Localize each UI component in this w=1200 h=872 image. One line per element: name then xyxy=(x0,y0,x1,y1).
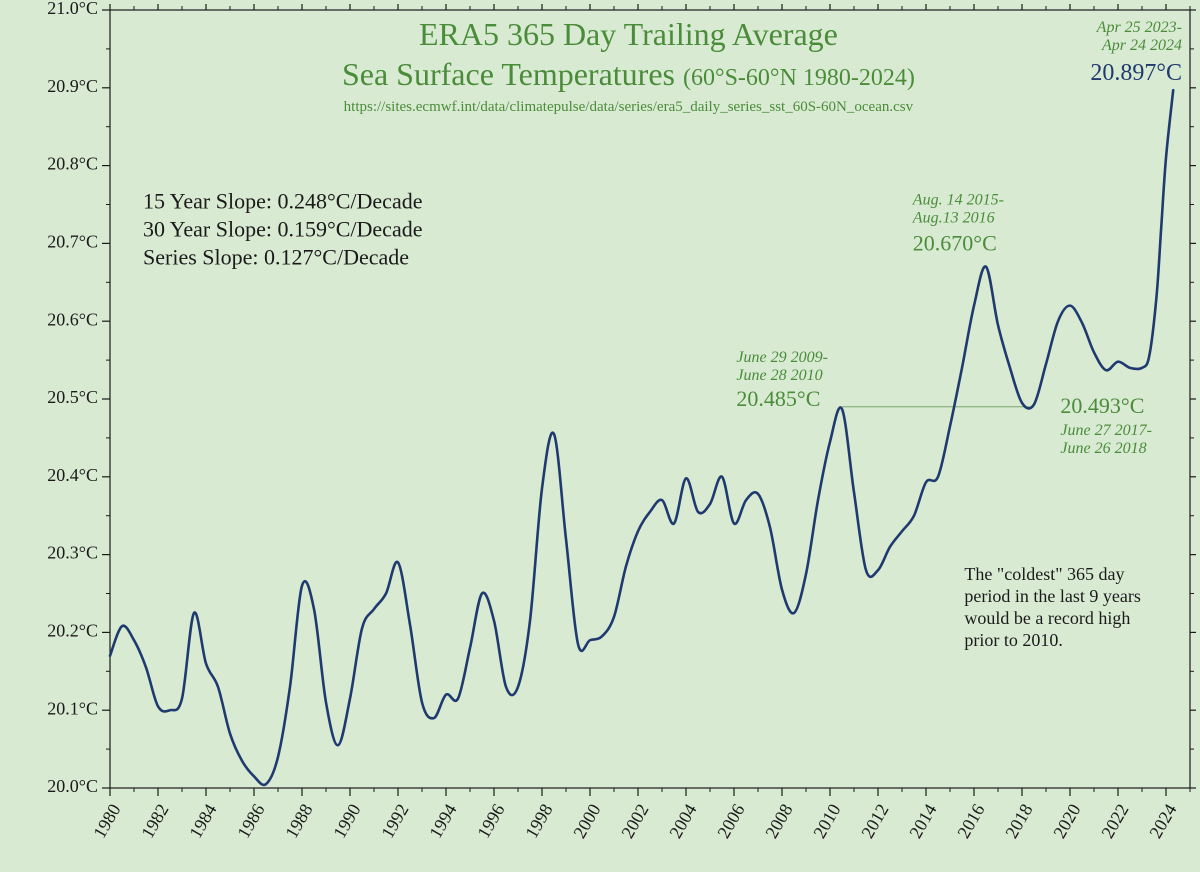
y-tick-label: 21.0°C xyxy=(47,0,98,18)
y-tick-label: 20.9°C xyxy=(47,76,98,96)
chart-bg xyxy=(0,0,1200,872)
y-tick-label: 20.4°C xyxy=(47,465,98,485)
slope-line: 30 Year Slope: 0.159°C/Decade xyxy=(143,217,422,242)
y-tick-label: 20.1°C xyxy=(47,698,98,718)
annotation-2010-dates: June 29 2009-June 28 2010 xyxy=(736,349,828,384)
y-tick-label: 20.6°C xyxy=(47,309,98,329)
y-tick-label: 20.3°C xyxy=(47,543,98,563)
annotation-2016-value: 20.670°C xyxy=(913,231,997,256)
y-tick-label: 20.5°C xyxy=(47,387,98,407)
slope-line: 15 Year Slope: 0.248°C/Decade xyxy=(143,189,422,214)
annotation-2018-value: 20.493°C xyxy=(1060,393,1144,418)
sst-line-chart: 20.0°C 20.1°C 20.2°C 20.3°C 20.4°C 20.5°C 20.6… xyxy=(0,0,1200,872)
y-tick-label: 20.8°C xyxy=(47,154,98,174)
annotation-2016-dates: Aug. 14 2015-Aug.13 2016 xyxy=(912,192,1004,227)
annotation-2018-dates: June 27 2017-June 26 2018 xyxy=(1060,422,1152,457)
y-tick-label: 20.0°C xyxy=(47,776,98,796)
annotation-latest-value: 20.897°C xyxy=(1090,60,1182,86)
annotation-latest-dates: Apr 25 2023-Apr 24 2024 xyxy=(1096,19,1182,54)
y-tick-label: 20.2°C xyxy=(47,621,98,641)
chart-title-line1: ERA5 365 Day Trailing Average xyxy=(419,16,838,52)
slope-line: Series Slope: 0.127°C/Decade xyxy=(143,245,409,270)
y-tick-label: 20.7°C xyxy=(47,232,98,252)
chart-container: 20.0°C 20.1°C 20.2°C 20.3°C 20.4°C 20.5°C 20.6… xyxy=(0,0,1200,872)
source-url: https://sites.ecmwf.int/data/climatepuls… xyxy=(344,99,914,115)
annotation-2010-value: 20.485°C xyxy=(736,386,820,411)
